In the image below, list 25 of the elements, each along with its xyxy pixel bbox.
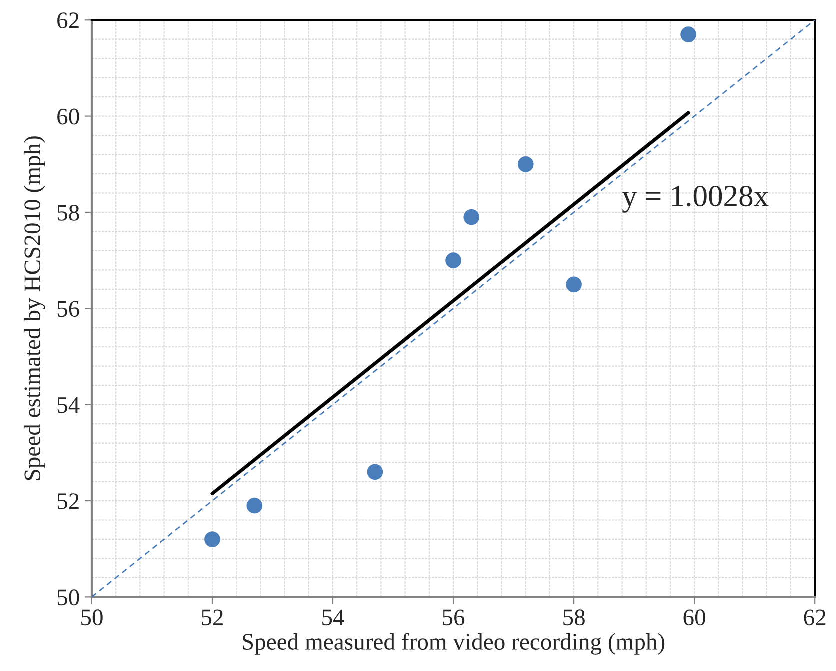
x-tick-label: 54	[322, 610, 344, 626]
y-tick-label: 62	[58, 12, 79, 29]
point	[204, 532, 220, 548]
y-tick-label: 56	[58, 301, 80, 318]
y-tick-label: 60	[58, 108, 80, 125]
x-tick-label: 58	[564, 610, 585, 626]
y-tick-label: 58	[58, 204, 80, 221]
point	[566, 276, 582, 293]
point	[680, 26, 696, 42]
x-tick-label: 62	[804, 610, 826, 626]
point	[367, 464, 384, 480]
y-tick-label: 54	[58, 397, 80, 414]
point	[246, 498, 263, 514]
x-tick-label: 50	[82, 610, 103, 626]
annotation: y = 1.0028x	[622, 186, 769, 213]
y-tick-label: 50	[58, 590, 80, 606]
point	[518, 156, 534, 172]
x-tick-label: 52	[202, 610, 223, 626]
point	[446, 252, 462, 268]
x-tick-label: 60	[684, 610, 706, 626]
point	[464, 209, 480, 226]
y-tick-label: 52	[58, 494, 79, 510]
y-axis-title: Speed estimated by HCS2010 (mph)	[24, 136, 46, 480]
x-axis-title: Speed measured from video recording (mph)	[243, 633, 665, 655]
x-tick-label: 56	[443, 610, 465, 626]
